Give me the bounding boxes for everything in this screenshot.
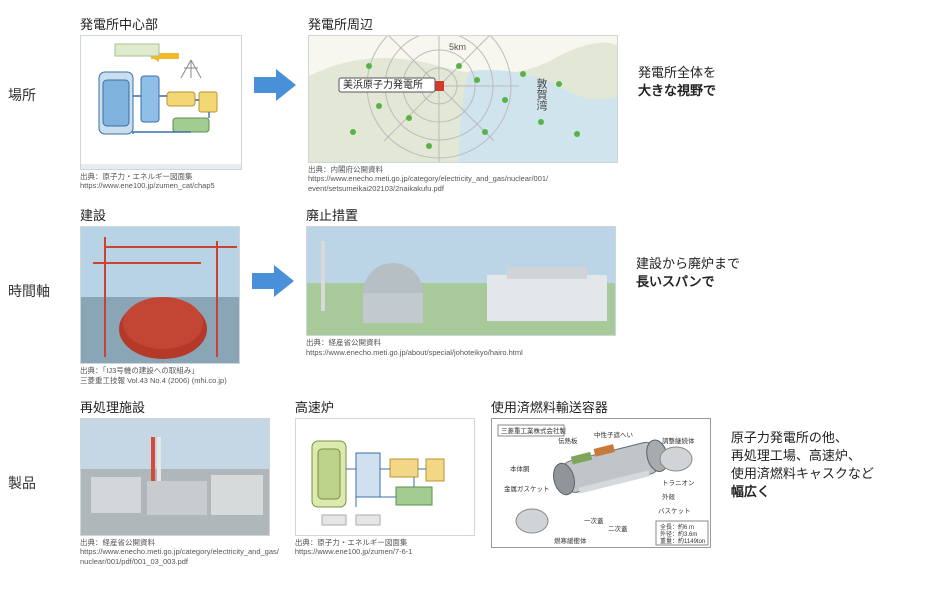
cell-plant-surroundings: 発電所周辺 — [300, 10, 626, 195]
svg-text:本体胴: 本体胴 — [510, 464, 530, 473]
svg-text:5km: 5km — [449, 42, 466, 52]
svg-text:金属ガスケット: 金属ガスケット — [504, 484, 550, 493]
cell-fast-reactor: 高速炉 出典：原子力・エネルギー図面集 https://www.ene100.j… — [287, 393, 483, 559]
svg-text:調整継続体: 調整継続体 — [662, 436, 695, 445]
cell-decommission: 廃止措置 出典：経産省公開資料 https://www.enecho.meti.… — [298, 201, 624, 359]
caption-plant-surroundings: 出典：内閣府公開資料 https://www.enecho.meti.go.jp… — [308, 165, 618, 193]
image-plant-center-diagram — [80, 35, 242, 170]
svg-text:バスケット: バスケット — [658, 507, 691, 515]
cell-plant-center: 発電所中心部 — [72, 10, 250, 193]
image-mihama-map: 5km 敦賀湾 美浜原子力発電所 — [308, 35, 618, 163]
caption-plant-center: 出典：原子力・エネルギー図面集 https://www.ene100.jp/zu… — [80, 172, 242, 191]
svg-text:二次蓋: 二次蓋 — [608, 524, 628, 533]
svg-text:中性子遮へい: 中性子遮へい — [594, 430, 633, 439]
title-cask: 使用済燃料輸送容器 — [491, 397, 711, 416]
sidenote-product: 原子力発電所の他、 再処理工場、高速炉、 使用済燃料キャスクなど 幅広く — [719, 423, 895, 502]
sidenote-place: 発電所全体を 大きな視野で — [626, 58, 796, 100]
caption-construction: 出典：「IJ3号機の建設への取組み」 三菱重工技報 Vol.43 No.4 (2… — [80, 366, 240, 385]
row-label-product: 製品 — [0, 393, 72, 573]
arrow-right-icon — [250, 10, 300, 160]
row-label-time: 時間軸 — [0, 201, 72, 381]
svg-text:外殻: 外殻 — [662, 492, 676, 501]
svg-text:トラニオン: トラニオン — [662, 479, 695, 487]
title-decommission: 廃止措置 — [306, 205, 616, 224]
svg-text:外径：約3.6m: 外径：約3.6m — [660, 530, 697, 538]
svg-text:一次蓋: 一次蓋 — [584, 516, 604, 525]
image-reprocessing-photo — [80, 418, 270, 536]
sidenote-time: 建設から廃炉まで 長いスパンで — [624, 249, 794, 291]
svg-text:燃寒緩衝体: 燃寒緩衝体 — [554, 536, 587, 545]
svg-text:全長：約6 m: 全長：約6 m — [660, 523, 694, 531]
row-label-place: 場所 — [0, 10, 72, 180]
title-construction: 建設 — [80, 205, 240, 224]
cell-construction: 建設 出典：「IJ3号機の建設への取組み」 三菱重工技報 Vol.43 No.4… — [72, 201, 248, 387]
title-reprocessing: 再処理施設 — [80, 397, 279, 416]
cell-cask: 使用済燃料輸送容器 三菱重工業株式会社製 伝熱板 中性子遮へい — [483, 393, 719, 550]
title-plant-center: 発電所中心部 — [80, 14, 242, 33]
image-construction-photo — [80, 226, 240, 364]
caption-fast-reactor: 出典：原子力・エネルギー図面集 https://www.ene100.jp/zu… — [295, 538, 475, 557]
svg-text:三菱重工業株式会社製: 三菱重工業株式会社製 — [501, 426, 567, 435]
caption-decommission: 出典：経産省公開資料 https://www.enecho.meti.go.jp… — [306, 338, 616, 357]
image-cask-diagram: 三菱重工業株式会社製 伝熱板 中性子遮へい 調整継続体 本体胴 金属ガスケット — [491, 418, 711, 548]
svg-text:伝熱板: 伝熱板 — [558, 436, 578, 445]
svg-text:敦賀湾: 敦賀湾 — [535, 77, 548, 112]
title-plant-surroundings: 発電所周辺 — [308, 14, 618, 33]
cell-reprocessing: 再処理施設 出典：経産省公開資料 https://www.enecho.meti… — [72, 393, 287, 568]
image-decommission-photo — [306, 226, 616, 336]
arrow-right-icon — [248, 201, 298, 361]
svg-text:重量：約1149ton: 重量：約1149ton — [660, 537, 705, 545]
title-fast-reactor: 高速炉 — [295, 397, 475, 416]
caption-reprocessing: 出典：経産省公開資料 https://www.enecho.meti.go.jp… — [80, 538, 279, 566]
image-fast-reactor-diagram — [295, 418, 475, 536]
svg-text:美浜原子力発電所: 美浜原子力発電所 — [343, 78, 423, 91]
